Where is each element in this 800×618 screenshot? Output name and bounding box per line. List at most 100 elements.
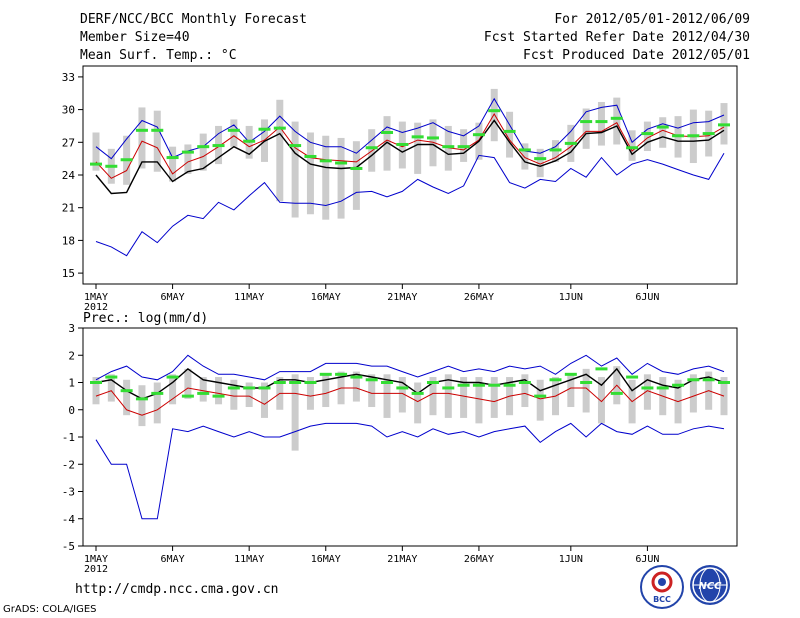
temp-spread-bar bbox=[138, 107, 146, 169]
prec-spread-bar bbox=[398, 377, 406, 413]
prec-spread-bar bbox=[368, 374, 376, 408]
chart-title: DERF/NCC/BCC Monthly Forecast bbox=[80, 12, 307, 27]
temp-spread-bar bbox=[184, 144, 192, 174]
temp-spread-bar bbox=[337, 137, 345, 219]
temp-ytick-label: 24 bbox=[62, 169, 76, 182]
prec-spread-bar bbox=[92, 377, 100, 405]
prec-median-line bbox=[95, 384, 725, 416]
prec-spread-bar bbox=[597, 377, 605, 424]
temp-spread-bar bbox=[414, 122, 422, 174]
prec-ytick-label: 0 bbox=[68, 404, 75, 417]
prec-spread-bar bbox=[291, 374, 299, 451]
temp-spread-bar bbox=[322, 135, 330, 220]
temp-spread-bar bbox=[169, 146, 177, 182]
started-date: Fcst Started Refer Date 2012/04/30 bbox=[483, 30, 750, 45]
temp-xtick-label: 26MAY bbox=[464, 292, 494, 303]
bcc-logo-text: BCC bbox=[653, 595, 671, 604]
prec-year-label: 2012 bbox=[84, 564, 108, 575]
member-size: Member Size=40 bbox=[80, 30, 190, 45]
temp-spread-bar bbox=[429, 119, 437, 167]
temp-spread-bar bbox=[506, 111, 514, 158]
prec-plot-frame bbox=[82, 327, 738, 547]
temp-ytick-label: 21 bbox=[62, 202, 75, 215]
prec-ytick-label: -4 bbox=[62, 513, 76, 526]
bcc-logo: BCC bbox=[640, 565, 684, 609]
prec-ytick-label: 3 bbox=[68, 322, 75, 335]
temp-spread-bar bbox=[153, 110, 161, 172]
temp-spread-bar bbox=[383, 116, 391, 171]
prec-xtick-label: 11MAY bbox=[234, 554, 264, 565]
temp-xtick-label: 16MAY bbox=[311, 292, 341, 303]
temp-mean-line bbox=[95, 119, 725, 195]
prec-subtitle: Prec.: log(mm/d) bbox=[83, 311, 208, 326]
temp-spread-bar bbox=[230, 119, 238, 147]
temp-xtick-label: 6JUN bbox=[635, 292, 659, 303]
prec-xtick-label: 16MAY bbox=[311, 554, 341, 565]
prec-ytick-label: -2 bbox=[62, 458, 75, 471]
prec-spread-bar bbox=[138, 385, 146, 427]
prec-xtick-label: 26MAY bbox=[464, 554, 494, 565]
temp-year-label: 2012 bbox=[84, 302, 108, 313]
prec-spread-bar bbox=[689, 374, 697, 413]
produced-date: Fcst Produced Date 2012/05/01 bbox=[523, 48, 750, 63]
prec-spread-bar bbox=[429, 377, 437, 416]
bcc-logo-icon: BCC bbox=[651, 571, 673, 604]
temp-spread-bar bbox=[643, 121, 651, 152]
temp-spread-bar bbox=[306, 132, 314, 215]
prec-ytick-label: -1 bbox=[62, 431, 75, 444]
prec-spread-bar bbox=[169, 374, 177, 405]
prec-spread-bar bbox=[123, 379, 131, 416]
prec-spread-bar bbox=[521, 374, 529, 408]
prec-spread-bar bbox=[643, 374, 651, 410]
prec-spread-bar bbox=[444, 374, 452, 418]
prec-spread-bar bbox=[306, 377, 314, 410]
temp-spread-bar bbox=[597, 101, 605, 146]
prec-spread-bar bbox=[720, 377, 728, 416]
temp-median-line bbox=[95, 113, 725, 179]
prec-ytick-label: 2 bbox=[68, 349, 75, 362]
ncc-logo-text: NCC bbox=[698, 581, 722, 592]
forecast-period: For 2012/05/01-2012/06/09 bbox=[554, 12, 750, 27]
prec-max-line bbox=[95, 354, 725, 381]
temp-ytick-label: 15 bbox=[62, 267, 75, 280]
temp-plot-frame bbox=[82, 65, 738, 285]
prec-xtick-label: 6MAY bbox=[161, 554, 185, 565]
temp-spread-bar bbox=[92, 132, 100, 171]
temp-ytick-label: 27 bbox=[62, 136, 75, 149]
prec-xtick-label: 1MAY bbox=[84, 554, 108, 565]
prec-spread-bar bbox=[153, 382, 161, 424]
prec-spread-bar bbox=[107, 374, 115, 402]
source-url[interactable]: http://cmdp.ncc.cma.gov.cn bbox=[75, 582, 279, 597]
temp-xtick-label: 21MAY bbox=[387, 292, 417, 303]
prec-ytick-label: -3 bbox=[62, 486, 75, 499]
grads-credit: GrADS: COLA/IGES bbox=[3, 604, 97, 615]
prec-spread-bar bbox=[536, 379, 544, 421]
temp-ytick-label: 18 bbox=[62, 234, 75, 247]
temp-xtick-label: 1MAY bbox=[84, 292, 108, 303]
temp-spread-bar bbox=[352, 141, 360, 210]
prec-spread-bar bbox=[490, 377, 498, 418]
temp-spread-bar bbox=[613, 97, 621, 145]
temp-spread-bar bbox=[521, 143, 529, 170]
prec-ytick-label: 1 bbox=[68, 377, 75, 390]
prec-spread-bar bbox=[260, 382, 268, 418]
prec-spread-bar bbox=[383, 374, 391, 418]
temp-xtick-label: 6MAY bbox=[161, 292, 185, 303]
prec-xtick-label: 1JUN bbox=[559, 554, 583, 565]
prec-mean-line bbox=[95, 367, 725, 400]
temp-spread-bar bbox=[659, 117, 667, 148]
ncc-logo-icon: NCC bbox=[692, 567, 728, 603]
prec-spread-bar bbox=[582, 368, 590, 413]
prec-spread-bar bbox=[475, 377, 483, 424]
temp-xtick-label: 11MAY bbox=[234, 292, 264, 303]
temp-spread-bar bbox=[199, 133, 207, 171]
prec-spread-bar bbox=[230, 379, 238, 410]
temp-ytick-label: 30 bbox=[62, 104, 75, 117]
prec-spread-bar bbox=[245, 382, 253, 408]
prec-spread-bar bbox=[460, 377, 468, 418]
prec-spread-bar bbox=[322, 374, 330, 408]
variable-label: Mean Surf. Temp.: °C bbox=[80, 48, 237, 63]
prec-spread-bar bbox=[567, 374, 575, 408]
ncc-logo: NCC bbox=[690, 565, 730, 605]
